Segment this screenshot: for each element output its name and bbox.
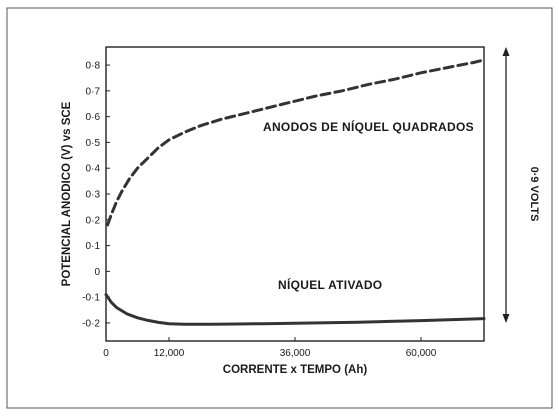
y-tick-label: 0·3	[86, 190, 101, 201]
y-tick-label: 0·6	[86, 112, 101, 123]
x-tick-label: 60,000	[406, 348, 437, 359]
series-group	[104, 58, 486, 326]
span-arrow-down-icon	[502, 313, 510, 323]
y-tick-label: 0·5	[86, 138, 101, 149]
x-axis-title: CORRENTE x TEMPO (Ah)	[223, 364, 368, 376]
x-tick-label: 0	[103, 348, 109, 359]
series-label-quadrados: ANODOS DE NÍQUEL QUADRADOS	[263, 119, 474, 134]
y-axis: 0·8 0·7 0·6 0·5 0·4 0·3 0·2 0·1 0 -0·1 -0·2	[82, 61, 110, 329]
y-tick-label: -0·1	[82, 293, 100, 304]
series-line-ativado	[104, 293, 486, 326]
x-tick-label: 36,000	[280, 348, 311, 359]
voltage-span-arrow	[502, 47, 510, 323]
x-tick-label: 12,000	[154, 348, 185, 359]
y-tick-label: 0	[94, 267, 100, 278]
outer-frame	[6, 7, 553, 409]
y-axis-title: POTENCIAL ANODICO (V) vs SCE	[61, 101, 73, 286]
series-line-quadrados	[106, 58, 486, 227]
x-axis: 0 12,000 36,000 60,000	[103, 337, 437, 359]
y-tick-label: -0·2	[82, 318, 100, 329]
series-label-ativado: NÍQUEL ATIVADO	[278, 277, 382, 292]
y-tick-label: 0·8	[86, 61, 101, 72]
plot-area	[105, 46, 485, 342]
y-tick-label: 0·1	[86, 241, 101, 252]
span-arrow-up-icon	[502, 47, 510, 56]
y-tick-label: 0·7	[86, 86, 101, 97]
voltage-span-label: 0·9 VOLTS	[528, 167, 540, 222]
y-tick-label: 0·2	[86, 215, 101, 226]
y-tick-label: 0·4	[86, 164, 101, 175]
